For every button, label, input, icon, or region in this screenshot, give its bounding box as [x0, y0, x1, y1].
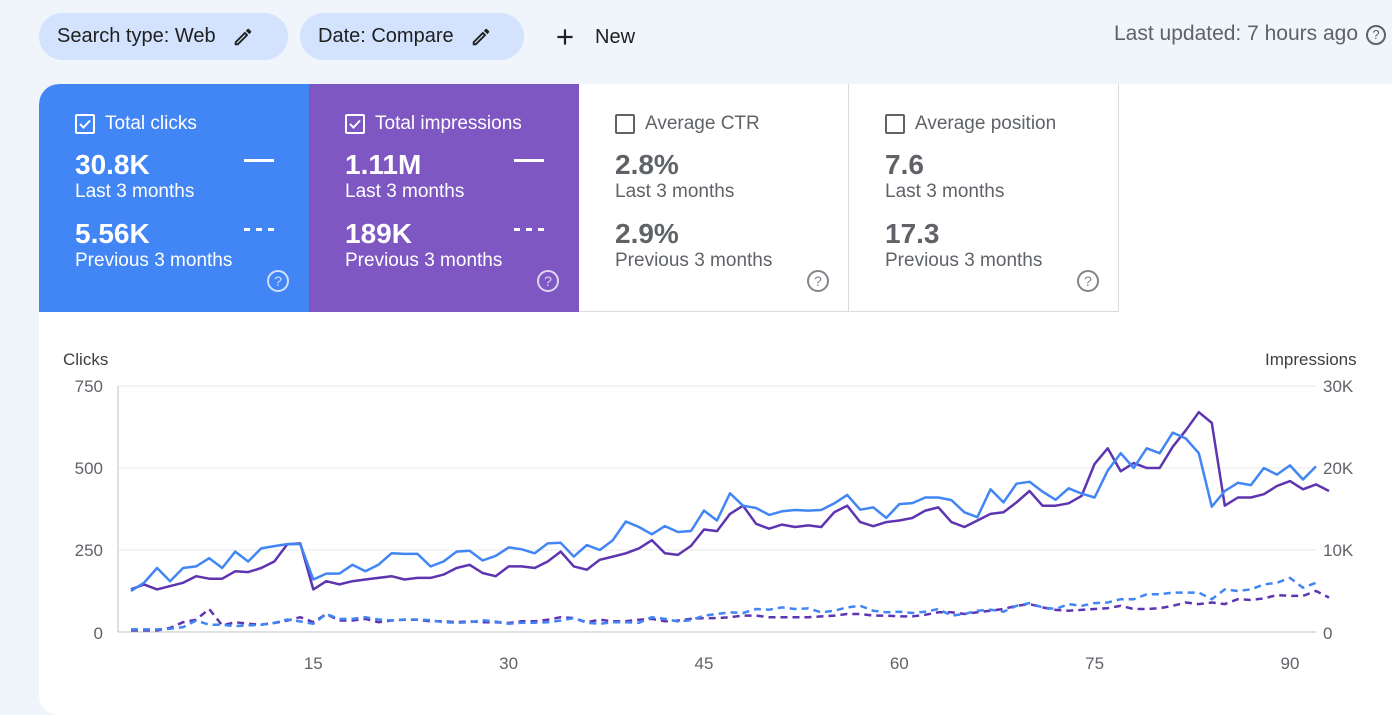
help-icon[interactable]: ? [1366, 25, 1387, 45]
dashed-line-legend-icon [514, 228, 544, 231]
left-axis-tick: 250 [74, 541, 103, 560]
last-updated-status: Last updated: 7 hours ago? [1114, 22, 1387, 46]
solid-line-legend-icon [514, 159, 544, 162]
right-axis-title: Impressions [1265, 350, 1357, 369]
left-axis-tick: 500 [74, 459, 103, 478]
x-axis-tick: 75 [1085, 654, 1105, 673]
x-axis-tick: 45 [694, 654, 714, 673]
metric-tile-total-clicks[interactable]: Total clicks 30.8K Last 3 months 5.56K P… [39, 84, 309, 312]
checkbox-unchecked-icon[interactable] [615, 114, 635, 134]
pencil-icon [234, 28, 251, 45]
dashed-line-legend-icon [244, 228, 274, 231]
metric-tile-total-impressions[interactable]: Total impressions 1.11M Last 3 months 18… [309, 84, 579, 312]
pencil-icon [472, 28, 489, 45]
series-line-clicks-last-3-months [130, 431, 1317, 593]
last-updated-text: Last updated: 7 hours ago [1114, 22, 1359, 45]
metric-label: Total impressions [375, 113, 522, 134]
date-filter-label: Date: Compare [318, 25, 454, 47]
checkbox-checked-icon[interactable] [345, 114, 365, 134]
search-type-filter-label: Search type: Web [57, 25, 216, 47]
metric-current-value: 2.8% [615, 149, 679, 180]
x-axis-tick: 90 [1280, 654, 1300, 673]
metric-previous-period: Previous 3 months [615, 250, 773, 271]
metric-current-period: Last 3 months [75, 181, 195, 202]
series-line-impressions-last-3-months [130, 410, 1330, 591]
left-axis-title: Clicks [63, 350, 109, 369]
series-line-clicks-previous-3-months [131, 576, 1317, 631]
help-icon[interactable]: ? [537, 270, 559, 292]
metric-current-value: 30.8K [75, 149, 150, 180]
right-axis-tick: 20K [1323, 459, 1354, 478]
line-chart-plot [117, 385, 1330, 633]
metric-current-period: Last 3 months [885, 181, 1005, 202]
metric-current-value: 7.6 [885, 149, 924, 180]
metric-previous-value: 189K [345, 218, 412, 249]
right-axis-tick: 30K [1323, 377, 1354, 396]
x-axis-tick: 15 [303, 654, 323, 673]
metric-current-period: Last 3 months [345, 181, 465, 202]
solid-line-legend-icon [244, 159, 274, 162]
new-filter-button[interactable]: New [552, 20, 635, 54]
help-icon[interactable]: ? [1077, 270, 1099, 292]
performance-card: Total clicks 30.8K Last 3 months 5.56K P… [39, 84, 1392, 715]
metric-previous-period: Previous 3 months [75, 250, 233, 271]
left-axis-tick: 0 [93, 624, 103, 643]
x-axis-tick: 30 [499, 654, 519, 673]
metric-label: Average CTR [645, 113, 760, 134]
date-filter-chip[interactable]: Date: Compare [300, 13, 524, 60]
metric-label: Total clicks [105, 113, 197, 134]
help-icon[interactable]: ? [807, 270, 829, 292]
search-type-filter-chip[interactable]: Search type: Web [39, 13, 288, 60]
metric-tile-average-position[interactable]: Average position 7.6 Last 3 months 17.3 … [849, 84, 1119, 312]
right-axis-tick: 10K [1323, 541, 1354, 560]
left-axis-tick: 750 [74, 377, 103, 396]
new-filter-label: New [595, 25, 636, 48]
metric-previous-period: Previous 3 months [345, 250, 503, 271]
metric-current-value: 1.11M [345, 149, 422, 180]
metric-previous-value: 5.56K [75, 218, 150, 249]
metric-tile-average-ctr[interactable]: Average CTR 2.8% Last 3 months 2.9% Prev… [579, 84, 849, 312]
right-axis-tick: 0 [1323, 624, 1333, 643]
metric-previous-value: 2.9% [615, 218, 679, 249]
x-axis-tick: 60 [889, 654, 909, 673]
plus-icon [557, 29, 573, 45]
metric-previous-period: Previous 3 months [885, 250, 1043, 271]
help-icon[interactable]: ? [267, 270, 289, 292]
checkbox-unchecked-icon[interactable] [885, 114, 905, 134]
metric-label: Average position [915, 113, 1057, 134]
checkbox-checked-icon[interactable] [75, 114, 95, 134]
metric-previous-value: 17.3 [885, 218, 940, 249]
metric-current-period: Last 3 months [615, 181, 735, 202]
